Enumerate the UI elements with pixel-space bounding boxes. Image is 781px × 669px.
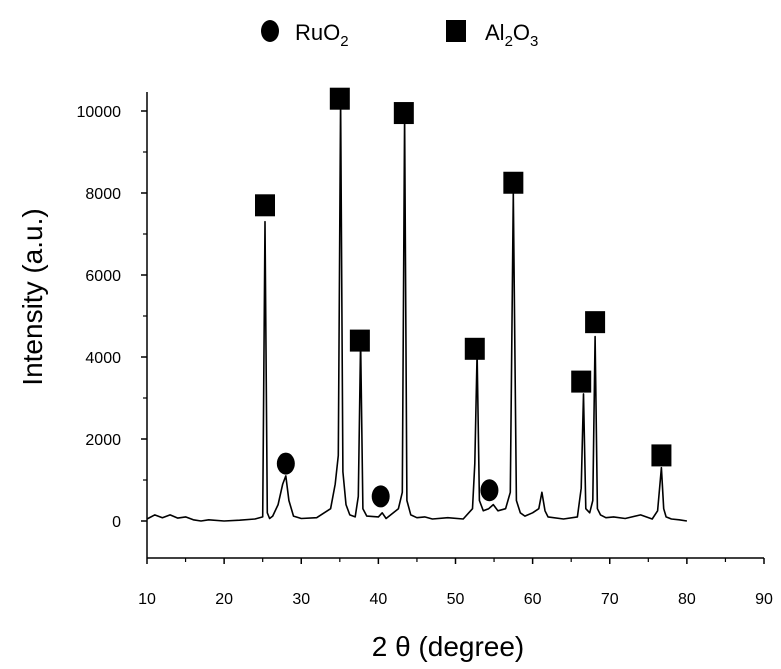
x-tick-label: 70 (601, 591, 619, 608)
x-tick-label: 10 (138, 591, 156, 608)
legend-ruo2-label: RuO2 (295, 20, 349, 50)
axes: 0 2000 4000 6000 8000 10000 10 20 30 40 50 60 70 80 90 (77, 92, 773, 608)
legend: RuO2 Al2O3 (261, 20, 538, 50)
y-tick-label: 4000 (85, 350, 121, 367)
ruo2-peak-marker (480, 479, 499, 502)
al2o3-peak-marker (651, 444, 672, 467)
xrd-pattern-line (146, 97, 688, 522)
y-tick-label: 6000 (85, 268, 121, 285)
x-tick-label: 90 (755, 591, 773, 608)
peak-markers (255, 87, 672, 508)
legend-al2o3-label: Al2O3 (485, 20, 538, 50)
x-tick-label: 20 (215, 591, 233, 608)
x-tick-label: 30 (292, 591, 310, 608)
al2o3-peak-marker (571, 370, 592, 393)
plot-area (146, 97, 688, 522)
y-tick-label: 0 (112, 514, 121, 531)
y-axis-title: Intensity (a.u.) (17, 208, 48, 385)
x-tick-label: 50 (447, 591, 465, 608)
al2o3-peak-marker (503, 171, 524, 194)
legend-ruo2-marker (261, 20, 279, 42)
x-tick-label: 60 (524, 591, 542, 608)
x-axis-title: 2 θ (degree) (372, 631, 525, 662)
y-tick-label: 2000 (85, 432, 121, 449)
al2o3-peak-marker (393, 102, 414, 125)
al2o3-peak-marker (255, 194, 276, 217)
x-tick-label: 40 (369, 591, 387, 608)
al2o3-peak-marker (585, 311, 606, 334)
al2o3-peak-marker (349, 329, 370, 352)
al2o3-peak-marker (329, 87, 350, 110)
x-tick-label: 80 (678, 591, 696, 608)
legend-al2o3-marker (446, 20, 466, 42)
ruo2-peak-marker (276, 452, 295, 475)
y-tick-label: 8000 (85, 186, 121, 203)
y-tick-label: 10000 (77, 104, 122, 121)
ruo2-peak-marker (371, 485, 390, 508)
al2o3-peak-marker (464, 337, 485, 360)
